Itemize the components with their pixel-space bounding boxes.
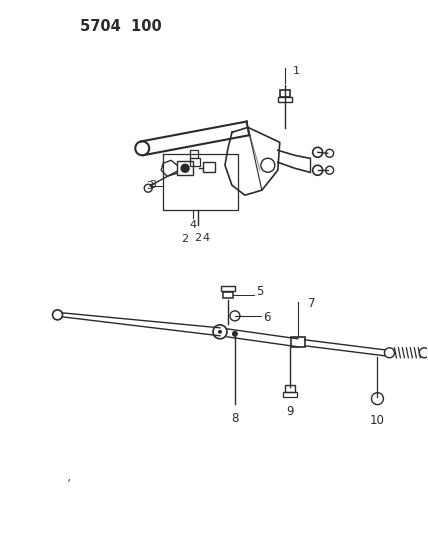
Bar — [283, 392, 297, 397]
Text: 5: 5 — [256, 286, 263, 298]
Bar — [190, 150, 198, 158]
Text: 6: 6 — [263, 311, 270, 325]
Text: 7: 7 — [308, 297, 315, 310]
Bar — [285, 385, 295, 392]
Circle shape — [218, 330, 222, 334]
Text: 8: 8 — [231, 411, 239, 425]
Text: 5704  100: 5704 100 — [80, 19, 162, 34]
Circle shape — [232, 331, 238, 337]
Bar — [177, 161, 193, 175]
Text: 4: 4 — [190, 220, 196, 230]
Bar — [278, 98, 292, 102]
Text: ʹ: ʹ — [65, 479, 69, 492]
Text: 10: 10 — [370, 414, 385, 426]
Circle shape — [138, 144, 146, 152]
Text: 4: 4 — [202, 233, 209, 243]
Text: 3: 3 — [146, 181, 153, 191]
Bar — [190, 158, 200, 166]
Bar — [280, 91, 290, 98]
Text: 3: 3 — [149, 180, 156, 190]
Text: 2: 2 — [194, 233, 202, 243]
Bar — [221, 286, 235, 291]
Bar — [291, 337, 305, 347]
Bar — [223, 292, 233, 298]
Text: 1: 1 — [293, 66, 300, 76]
Text: 9: 9 — [286, 405, 294, 418]
Circle shape — [181, 164, 189, 172]
Bar — [203, 162, 215, 172]
Text: 2: 2 — [181, 234, 189, 244]
